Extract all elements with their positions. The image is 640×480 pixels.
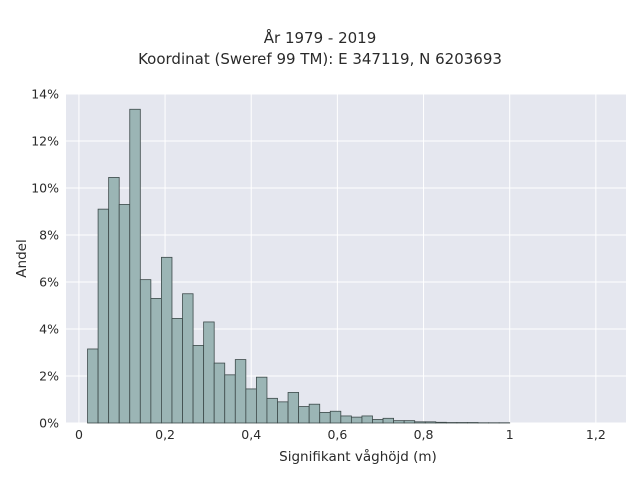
x-tick-label: 0,6 bbox=[327, 427, 347, 442]
histogram-bar bbox=[224, 374, 236, 424]
y-axis-ticks: 0% 2% 4% 6% 8% 10% 12% 14% bbox=[31, 87, 59, 431]
y-tick-label: 10% bbox=[31, 181, 59, 196]
x-axis-ticks: 0 0,2 0,4 0,6 0,8 1 1,2 bbox=[75, 427, 606, 442]
histogram-bar bbox=[139, 279, 152, 424]
histogram-bar bbox=[87, 348, 99, 424]
histogram-bar bbox=[234, 359, 247, 424]
y-axis-label: Andel bbox=[14, 239, 30, 277]
y-tick-label: 6% bbox=[39, 275, 59, 290]
y-tick-label: 8% bbox=[39, 228, 59, 243]
histogram-bar bbox=[308, 403, 321, 424]
chart-title-line2: Koordinat (Sweref 99 TM): E 347119, N 62… bbox=[138, 50, 502, 68]
histogram-bar bbox=[108, 177, 120, 424]
histogram-bar bbox=[192, 345, 205, 424]
y-tick-label: 12% bbox=[31, 134, 59, 149]
y-tick-label: 4% bbox=[39, 322, 59, 337]
histogram-bar bbox=[340, 415, 352, 424]
x-tick-label: 0,8 bbox=[414, 427, 434, 442]
histogram-bar bbox=[329, 410, 342, 424]
histogram-bar bbox=[298, 406, 310, 424]
histogram-bar bbox=[350, 416, 363, 424]
histogram-bar bbox=[161, 256, 173, 424]
histogram-bar bbox=[393, 420, 405, 424]
histogram-bar bbox=[277, 401, 289, 424]
histogram-bar bbox=[319, 412, 331, 424]
histogram-bar bbox=[245, 388, 257, 424]
gridlines bbox=[66, 93, 626, 424]
y-tick-label: 2% bbox=[39, 369, 59, 384]
chart-title-line1: År 1979 - 2019 bbox=[263, 29, 377, 47]
histogram-bar bbox=[150, 298, 162, 424]
histogram-bar bbox=[203, 321, 215, 424]
histogram-bar bbox=[287, 392, 300, 424]
histogram-bar bbox=[403, 420, 416, 424]
x-tick-label: 0 bbox=[75, 427, 83, 442]
histogram-bar bbox=[97, 208, 110, 424]
histogram-bar bbox=[129, 108, 141, 424]
x-tick-label: 0,2 bbox=[155, 427, 175, 442]
x-tick-label: 1 bbox=[506, 427, 514, 442]
histogram-bar bbox=[435, 421, 447, 424]
histogram-bar bbox=[372, 419, 384, 424]
histogram-bar bbox=[213, 362, 226, 424]
histogram-bar bbox=[255, 376, 268, 424]
x-axis-label: Signifikant våghöjd (m) bbox=[279, 448, 437, 465]
x-tick-label: 1,2 bbox=[586, 427, 606, 442]
y-tick-label: 14% bbox=[31, 87, 59, 102]
histogram-bar bbox=[182, 293, 194, 424]
histogram-bar bbox=[171, 318, 183, 424]
histogram-bar bbox=[414, 421, 426, 424]
histogram-bars bbox=[87, 108, 511, 424]
histogram-bar bbox=[361, 415, 373, 424]
histogram-bar bbox=[266, 397, 278, 424]
histogram-bar bbox=[118, 204, 131, 424]
histogram-bar bbox=[424, 421, 437, 424]
x-tick-label: 0,4 bbox=[241, 427, 261, 442]
histogram-bar bbox=[382, 417, 394, 424]
y-tick-label: 0% bbox=[39, 416, 59, 431]
